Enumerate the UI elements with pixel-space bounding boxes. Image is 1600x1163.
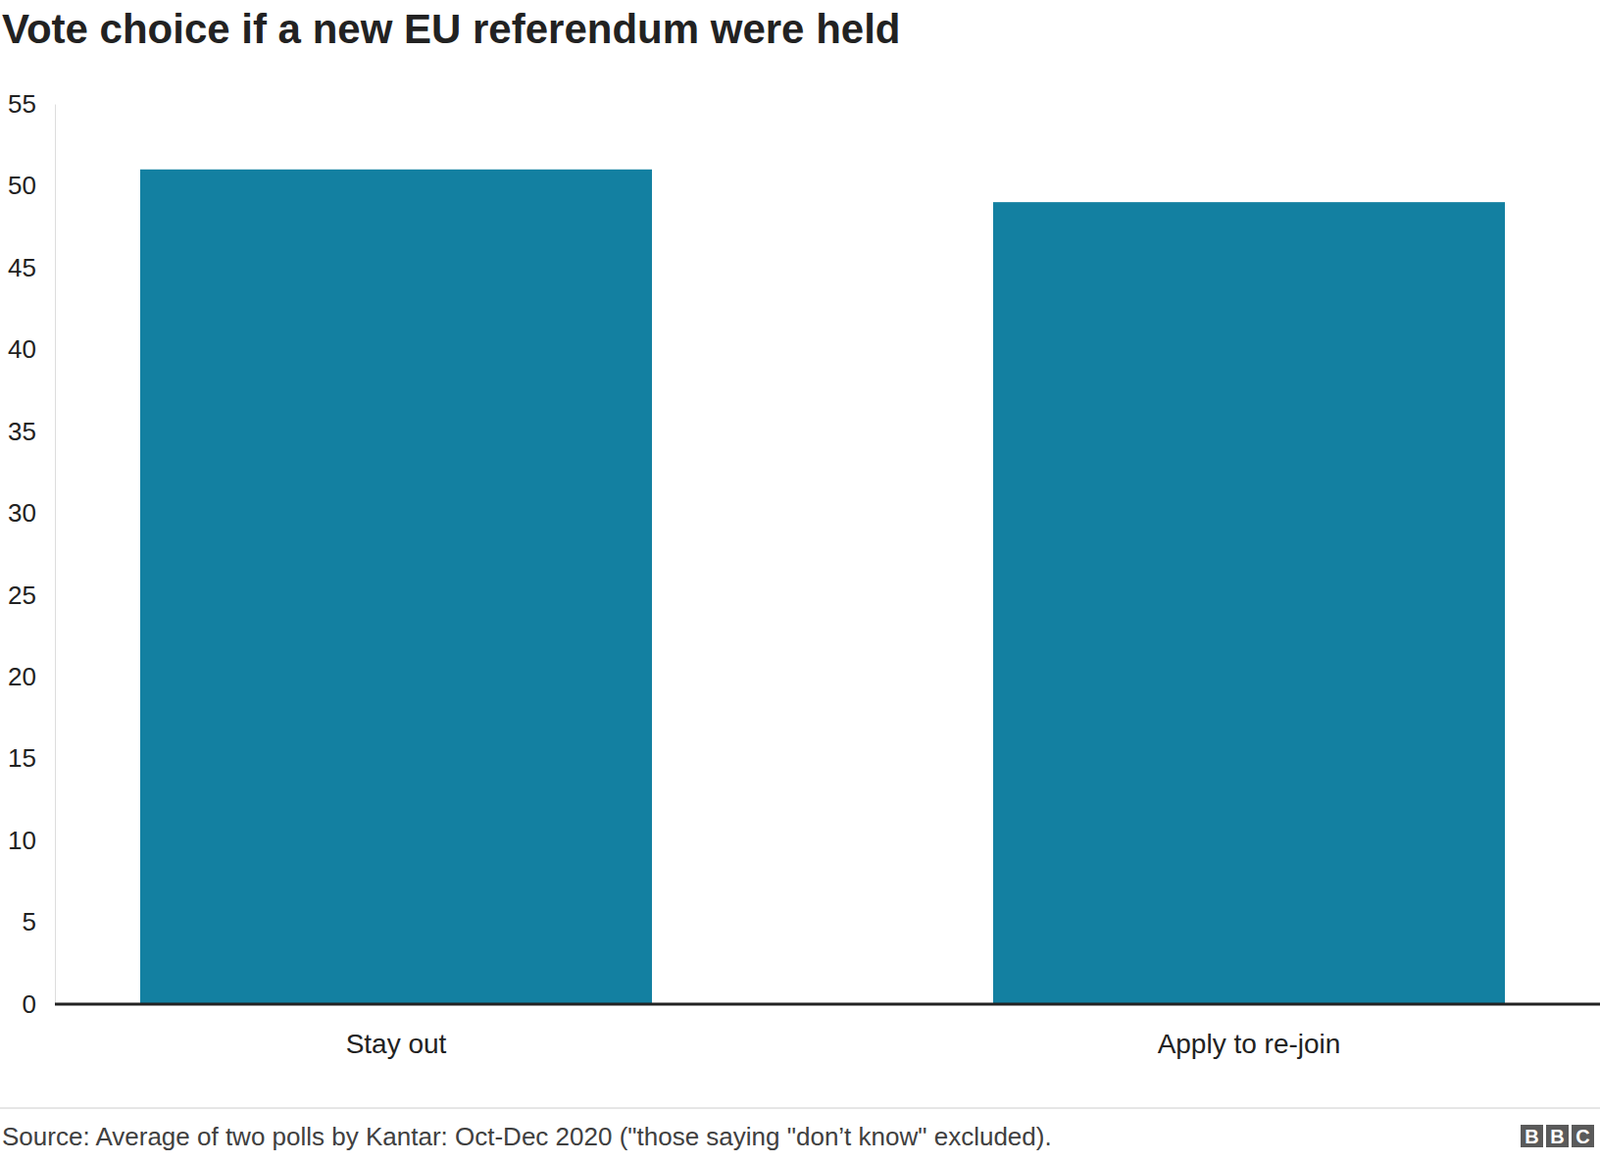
y-tick: 10 [7, 825, 55, 855]
bar [140, 169, 652, 1004]
y-tick-label: 5 [22, 906, 37, 937]
logo: BBC [1520, 1124, 1595, 1148]
y-tick: 45 [7, 252, 55, 283]
y-tick: 15 [7, 743, 55, 773]
y-tick-label: 45 [7, 252, 37, 283]
y-tick-label: 50 [7, 170, 37, 200]
y-tick-label: 20 [7, 661, 37, 692]
y-axis: 0 5 10 15 20 25 30 35 40 45 50 55 [7, 89, 55, 1019]
x-tick-label: Apply to re-join [1157, 1028, 1342, 1059]
y-tick: 35 [7, 416, 55, 447]
y-tick: 50 [7, 170, 55, 200]
y-tick: 25 [7, 580, 55, 610]
x-axis: Stay out Apply to re-join [54, 1003, 1600, 1059]
y-tick-label: 30 [7, 498, 37, 528]
y-tick: 20 [7, 661, 55, 692]
x-tick-label: Stay out [346, 1028, 448, 1059]
x-tick: Apply to re-join [1157, 1028, 1342, 1059]
bars [140, 169, 1505, 1004]
y-tick-label: 0 [22, 989, 37, 1019]
y-tick: 55 [7, 89, 55, 119]
y-tick-label: 40 [7, 334, 37, 364]
x-axis-line [54, 1002, 1600, 1006]
logo-box [1520, 1124, 1544, 1148]
footer-rule [0, 1107, 1600, 1109]
y-tick: 30 [7, 498, 55, 528]
logo-box [1571, 1124, 1595, 1148]
y-tick: 5 [22, 906, 55, 937]
logo-box [1546, 1124, 1569, 1148]
bar [993, 201, 1505, 1004]
logo-text: BBC [1524, 1125, 1590, 1148]
title: Vote choice if a new EU referendum were … [1, 5, 900, 52]
y-tick-label: 10 [7, 825, 37, 855]
y-tick-label: 15 [7, 743, 37, 773]
y-tick-label: 25 [7, 580, 37, 610]
y-tick-label: 35 [7, 416, 37, 447]
y-axis-line [54, 104, 56, 1005]
y-tick: 40 [7, 334, 55, 364]
x-tick: Stay out [346, 1028, 448, 1059]
y-tick-label: 55 [7, 89, 37, 119]
chart: Vote choice if a new EU referendum were … [0, 0, 1600, 1163]
source: Source: Average of two polls by Kantar: … [1, 1121, 1052, 1151]
y-tick: 0 [22, 989, 55, 1019]
